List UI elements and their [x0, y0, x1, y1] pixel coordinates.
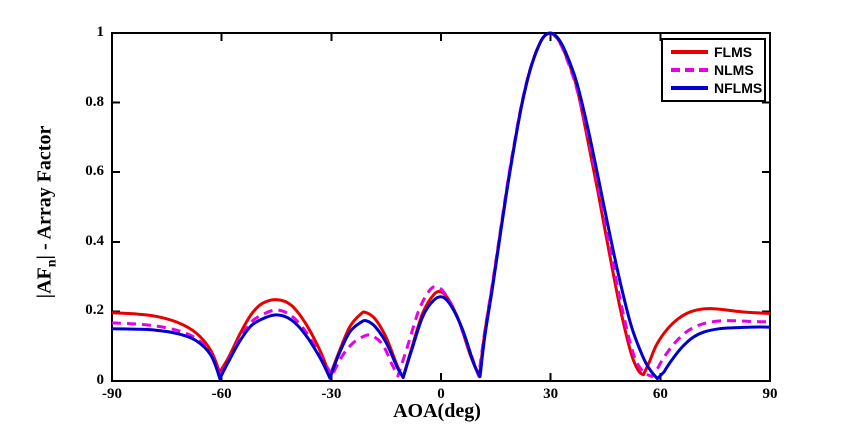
y-tick-label: 1 — [96, 24, 105, 41]
x-tick-label: 60 — [652, 386, 668, 402]
flms-line-swatch — [671, 50, 708, 54]
legend-item-nflms: NFLMS — [663, 80, 764, 97]
y-axis-label-prefix: |AF — [33, 267, 56, 299]
y-tick-label: 0 — [96, 372, 105, 389]
x-tick-label: 30 — [543, 386, 559, 402]
y-tick-label: 0.2 — [85, 302, 104, 319]
y-tick-label: 0.6 — [85, 163, 104, 180]
axes-box — [111, 32, 771, 382]
legend-label-flms: FLMS — [714, 44, 753, 60]
legend-item-nlms: NLMS — [663, 62, 764, 79]
legend-item-flms: FLMS — [663, 44, 764, 61]
series-curve-nflms — [111, 31, 771, 381]
legend-label-nflms: NFLMS — [714, 80, 763, 96]
y-tick-label: 0.8 — [85, 93, 104, 110]
x-tick-label: 0 — [437, 386, 445, 402]
legend: FLMS NLMS NFLMS — [661, 38, 766, 102]
nlms-line-swatch — [671, 68, 708, 72]
nflms-line-swatch — [671, 86, 708, 90]
x-tick-label: 90 — [762, 386, 778, 402]
y-axis-label-subscript: n — [44, 259, 60, 268]
legend-label-nlms: NLMS — [714, 62, 754, 78]
x-tick-label: -60 — [211, 386, 232, 402]
y-axis-label: |AFn| - Array Factor — [33, 126, 60, 299]
x-axis-label: AOA(deg) — [393, 400, 481, 422]
x-tick-label: -30 — [321, 386, 342, 402]
y-tick-label: 0.4 — [85, 232, 104, 249]
x-tick-label: -90 — [102, 386, 122, 402]
